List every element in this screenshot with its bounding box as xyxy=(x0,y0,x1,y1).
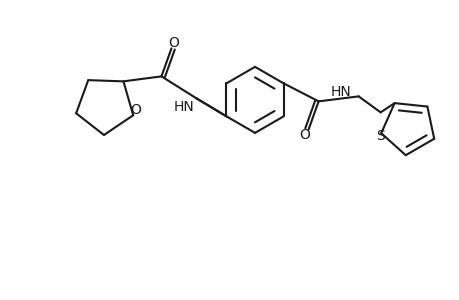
Text: S: S xyxy=(375,129,384,143)
Text: O: O xyxy=(298,128,309,142)
Text: O: O xyxy=(129,103,140,117)
Text: HN: HN xyxy=(330,85,350,99)
Text: O: O xyxy=(168,36,179,50)
Text: HN: HN xyxy=(174,100,194,114)
